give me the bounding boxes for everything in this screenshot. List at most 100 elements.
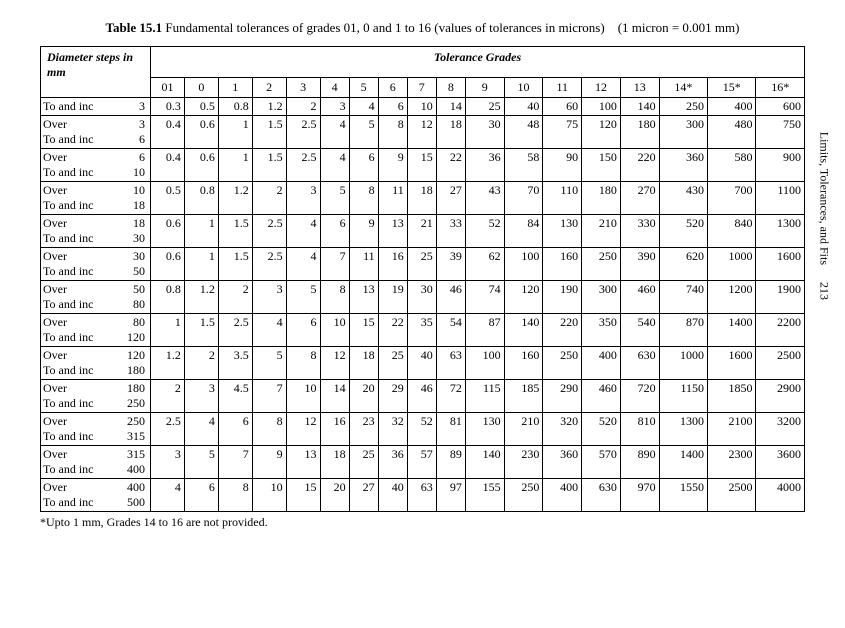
tolerance-value: 8 (378, 116, 407, 149)
tolerance-value: 130 (465, 413, 504, 446)
tolerance-value: 10 (320, 314, 349, 347)
tolerance-value: 460 (582, 380, 621, 413)
diameter-step-label: Over (43, 282, 127, 297)
tolerance-value: 62 (465, 248, 504, 281)
diameter-step-label: To and inc (43, 231, 127, 246)
diameter-step-label: To and inc (43, 495, 121, 510)
grade-header: 3 (286, 78, 320, 98)
tolerance-value: 3 (184, 380, 218, 413)
diameter-step-value: 400 (127, 480, 148, 495)
diameter-step-value: 250 (127, 396, 148, 411)
tolerance-value: 570 (582, 446, 621, 479)
tolerance-value: 36 (465, 149, 504, 182)
tolerance-value: 6 (349, 149, 378, 182)
tolerance-value: 2300 (708, 446, 756, 479)
tolerance-value: 740 (659, 281, 707, 314)
tolerance-value: 57 (407, 446, 436, 479)
tolerance-value: 300 (582, 281, 621, 314)
table-row: Over400To and inc50046810152027406397155… (41, 479, 805, 512)
tolerance-value: 35 (407, 314, 436, 347)
tolerance-value: 6 (184, 479, 218, 512)
tolerance-value: 7 (320, 248, 349, 281)
tolerance-value: 13 (286, 446, 320, 479)
tolerance-value: 9 (349, 215, 378, 248)
tolerance-value: 390 (620, 248, 659, 281)
tolerance-value: 100 (582, 98, 621, 116)
tolerance-grades-header: Tolerance Grades (151, 47, 805, 78)
tolerance-value: 1550 (659, 479, 707, 512)
diameter-step-label: To and inc (43, 363, 121, 378)
tolerance-value: 2 (218, 281, 252, 314)
grade-header: 8 (436, 78, 465, 98)
tolerance-value: 2900 (756, 380, 805, 413)
tolerance-table-body: To and inc30.30.50.81.223461014254060100… (41, 98, 805, 512)
diameter-step-label: Over (43, 216, 127, 231)
tolerance-value: 1000 (659, 347, 707, 380)
tolerance-value: 360 (543, 446, 582, 479)
tolerance-value: 22 (436, 149, 465, 182)
tolerance-value: 30 (407, 281, 436, 314)
tolerance-value: 1 (184, 215, 218, 248)
diameter-step-value: 50 (133, 264, 148, 279)
tolerance-value: 700 (708, 182, 756, 215)
diameter-step-cell: Over18To and inc30 (41, 215, 151, 248)
tolerance-value: 25 (378, 347, 407, 380)
tolerance-value: 100 (465, 347, 504, 380)
tolerance-value: 54 (436, 314, 465, 347)
caption-prefix: Table 15.1 (106, 20, 163, 35)
tolerance-value: 84 (504, 215, 543, 248)
diameter-step-label: Over (43, 183, 127, 198)
tolerance-value: 7 (252, 380, 286, 413)
tolerance-value: 12 (320, 347, 349, 380)
tolerance-value: 4 (252, 314, 286, 347)
tolerance-value: 580 (708, 149, 756, 182)
diameter-step-label: To and inc (43, 165, 127, 180)
tolerance-value: 63 (436, 347, 465, 380)
tolerance-value: 720 (620, 380, 659, 413)
diameter-step-label: Over (43, 249, 127, 264)
table-row: Over10To and inc180.50.81.22358111827437… (41, 182, 805, 215)
tolerance-value: 400 (582, 347, 621, 380)
tolerance-value: 11 (378, 182, 407, 215)
tolerance-value: 890 (620, 446, 659, 479)
tolerance-value: 1100 (756, 182, 805, 215)
tolerance-value: 230 (504, 446, 543, 479)
diameter-step-value: 120 (127, 330, 148, 345)
tolerance-value: 60 (543, 98, 582, 116)
diameter-step-value: 30 (133, 231, 148, 246)
footnote: *Upto 1 mm, Grades 14 to 16 are not prov… (40, 515, 805, 530)
tolerance-value: 32 (378, 413, 407, 446)
tolerance-value: 8 (252, 413, 286, 446)
diameter-step-value: 180 (127, 381, 148, 396)
tolerance-value: 5 (184, 446, 218, 479)
tolerance-value: 8 (320, 281, 349, 314)
tolerance-value: 1.2 (218, 182, 252, 215)
grade-header: 15* (708, 78, 756, 98)
tolerance-value: 9 (378, 149, 407, 182)
caption-unit-note: (1 micron = 0.001 mm) (618, 20, 740, 35)
tolerance-value: 0.5 (151, 182, 185, 215)
tolerance-value: 210 (582, 215, 621, 248)
tolerance-value: 1.2 (184, 281, 218, 314)
tolerance-value: 8 (286, 347, 320, 380)
tolerance-value: 120 (582, 116, 621, 149)
tolerance-value: 27 (349, 479, 378, 512)
tolerance-value: 250 (582, 248, 621, 281)
tolerance-value: 21 (407, 215, 436, 248)
diameter-step-cell: To and inc3 (41, 98, 151, 116)
tolerance-value: 46 (407, 380, 436, 413)
tolerance-value: 900 (756, 149, 805, 182)
caption-body: Fundamental tolerances of grades 01, 0 a… (165, 20, 604, 35)
tolerance-value: 185 (504, 380, 543, 413)
tolerance-value: 11 (349, 248, 378, 281)
tolerance-value: 0.8 (218, 98, 252, 116)
diameter-step-value: 315 (127, 447, 148, 462)
tolerance-value: 0.6 (151, 248, 185, 281)
tolerance-value: 4 (286, 215, 320, 248)
tolerance-value: 97 (436, 479, 465, 512)
tolerance-value: 630 (620, 347, 659, 380)
tolerance-value: 160 (543, 248, 582, 281)
tolerance-value: 4 (184, 413, 218, 446)
table-row: Over50To and inc800.81.22358131930467412… (41, 281, 805, 314)
tolerance-value: 190 (543, 281, 582, 314)
